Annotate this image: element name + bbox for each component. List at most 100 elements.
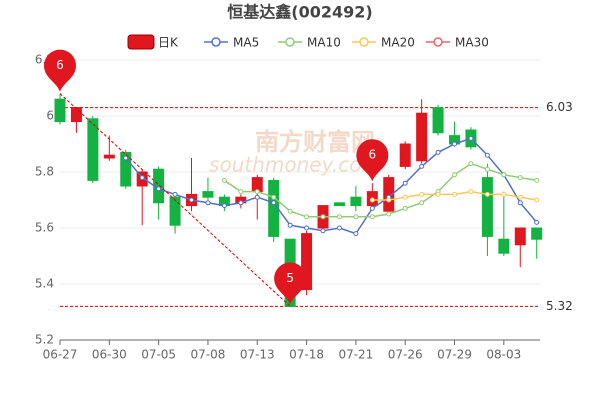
- candle-body: [202, 191, 214, 198]
- ma-point: [254, 189, 260, 195]
- candle-body: [416, 112, 428, 162]
- x-tick-label: 06-27: [43, 348, 78, 362]
- candle-body: [498, 238, 510, 254]
- candle-body: [103, 154, 115, 159]
- ma-point: [304, 225, 310, 231]
- ma-point: [402, 180, 408, 186]
- ma-point: [189, 197, 195, 203]
- legend-label: 日K: [158, 36, 179, 50]
- candle-body: [169, 196, 181, 226]
- ma-point: [271, 194, 277, 200]
- ma-point: [435, 191, 441, 197]
- ma-point: [419, 200, 425, 206]
- ma-point: [238, 200, 244, 206]
- mark-pin: [274, 262, 307, 305]
- watermark: 南方财富网: [255, 128, 375, 156]
- ma-point: [353, 214, 359, 220]
- ma-point: [287, 208, 293, 214]
- y-tick-label: 5.8: [35, 165, 54, 179]
- ma-point: [435, 149, 441, 155]
- ma-point: [320, 228, 326, 234]
- ma-point: [221, 177, 227, 183]
- x-tick-label: 07-26: [388, 348, 423, 362]
- ma-point: [517, 175, 523, 181]
- x-tick-label: 07-29: [437, 348, 472, 362]
- ma-point: [468, 189, 474, 195]
- candle-body: [399, 143, 411, 167]
- ma-point: [484, 166, 490, 172]
- watermark: southmoney.com: [209, 153, 381, 177]
- x-tick-label: 07-18: [289, 348, 324, 362]
- chart-title: 恒基达鑫(002492): [227, 3, 372, 22]
- legend-label: MA20: [381, 36, 415, 50]
- ma-point: [336, 214, 342, 220]
- mark-line-label: 6.03: [546, 100, 573, 114]
- candle-body: [301, 233, 313, 291]
- candle-body: [120, 151, 132, 187]
- ma-point: [452, 141, 458, 147]
- ma-point: [254, 194, 260, 200]
- ma-point: [468, 135, 474, 141]
- mark-pin-label: 6: [369, 148, 377, 162]
- candle-body: [87, 118, 99, 181]
- x-tick-label: 07-08: [191, 348, 226, 362]
- candle-body: [54, 98, 66, 123]
- ma-point: [139, 175, 145, 181]
- ma-point: [369, 205, 375, 211]
- legend-swatch: [127, 34, 155, 50]
- ma-point: [484, 152, 490, 158]
- ma-point: [386, 197, 392, 203]
- candle-body: [481, 177, 493, 237]
- legend-swatch: [211, 37, 221, 47]
- ma-point: [221, 203, 227, 209]
- trend-line: [59, 93, 291, 307]
- ma-point: [205, 200, 211, 206]
- ma-point: [501, 191, 507, 197]
- ma-line: [125, 137, 538, 235]
- mark-pin: [356, 139, 389, 182]
- ma-point: [517, 194, 523, 200]
- ma-point: [304, 214, 310, 220]
- ma-point: [517, 200, 523, 206]
- candle-body: [333, 202, 345, 207]
- ma-point: [123, 155, 129, 161]
- legend-swatch: [359, 37, 369, 47]
- ma-point: [452, 172, 458, 178]
- y-tick-label: 5.4: [35, 277, 54, 291]
- candle-body: [70, 107, 82, 123]
- legend-swatch: [433, 37, 443, 47]
- ma-point: [402, 205, 408, 211]
- ma-point: [238, 189, 244, 195]
- ma-point: [172, 191, 178, 197]
- ma-point: [484, 191, 490, 197]
- y-tick-label: 6: [46, 109, 54, 123]
- ma-point: [287, 222, 293, 228]
- ma-point: [452, 191, 458, 197]
- ma-point: [369, 214, 375, 220]
- candle-body: [350, 196, 362, 207]
- y-tick-label: 5.2: [35, 333, 54, 347]
- ma-point: [468, 161, 474, 167]
- mark-line-label: 5.32: [546, 299, 573, 313]
- legend-swatch: [285, 37, 295, 47]
- x-tick-label: 08-03: [486, 348, 521, 362]
- ma-point: [534, 177, 540, 183]
- mark-pin-label: 6: [56, 58, 64, 72]
- ma-point: [369, 197, 375, 203]
- ma-point: [534, 197, 540, 203]
- legend-label: MA30: [455, 36, 489, 50]
- legend-label: MA10: [307, 36, 341, 50]
- candle-body: [383, 177, 395, 212]
- ma-point: [271, 200, 277, 206]
- y-tick-label: 5.6: [35, 221, 54, 235]
- candle-body: [514, 227, 526, 246]
- ma-point: [419, 163, 425, 169]
- ma-point: [402, 194, 408, 200]
- ma-line: [223, 162, 537, 218]
- candle-body: [531, 227, 543, 240]
- legend-label: MA5: [233, 36, 259, 50]
- mark-pin-label: 5: [286, 271, 294, 285]
- ma-point: [501, 172, 507, 178]
